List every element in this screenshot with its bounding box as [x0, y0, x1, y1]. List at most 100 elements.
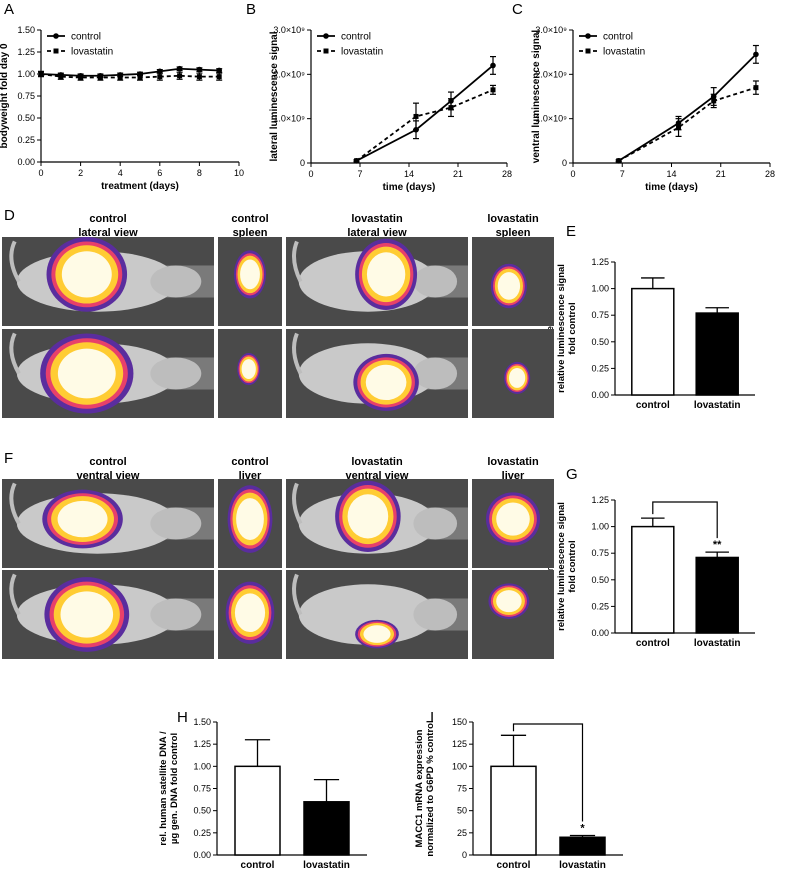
panel-letter-c: C: [512, 1, 523, 18]
x-tick-label: 7: [620, 169, 625, 179]
y-axis-label: ventral luminescence signal: [531, 30, 542, 164]
mouse-tail: [9, 482, 21, 525]
photo-d-1-0: [218, 237, 282, 326]
x-tick-label: 4: [118, 168, 123, 178]
x-tick-label: 28: [765, 169, 775, 179]
y-tick-label: 0.00: [591, 628, 609, 638]
y-tick-label: 0.25: [17, 135, 35, 145]
x-axis-label: time (days): [645, 182, 698, 193]
y-tick-label: 0.50: [591, 337, 609, 347]
y-tick-label: 0: [300, 158, 305, 168]
photo-f-2-0: [286, 479, 468, 568]
y-tick-label: 0: [462, 850, 467, 860]
bar-control: [490, 765, 537, 856]
photo-f-1-1: [218, 570, 282, 659]
y-tick-label: 0: [562, 158, 567, 168]
data-point: [711, 98, 717, 104]
luminescence-core: [496, 502, 530, 536]
photo-caption: control lateral view: [78, 213, 138, 239]
legend-marker: [585, 48, 591, 54]
panel-letter-f: F: [4, 450, 13, 467]
bar-chart-i: 0 25 50 75 100 125 150 control lovastatin * MACC1 …: [414, 717, 623, 871]
photo-caption: lovastatin spleen: [487, 213, 539, 239]
y-tick-label: 1.0×10⁹: [535, 114, 567, 124]
y-tick-label: 100: [452, 761, 467, 771]
mouse-tail: [292, 482, 303, 525]
legend-label: lovastatin: [71, 47, 113, 58]
series-line-lovastatin: [618, 86, 757, 162]
legend-marker: [585, 33, 591, 39]
photo-f-0-0: [2, 479, 214, 568]
mouse-body: [298, 584, 438, 645]
luminescence-core: [347, 494, 389, 539]
data-point: [117, 75, 123, 81]
y-tick-label: 1.00: [591, 284, 609, 294]
luminescence-core: [57, 500, 108, 538]
mouse-tail: [292, 332, 303, 375]
category-label: control: [636, 638, 670, 649]
x-tick-label: 6: [157, 168, 162, 178]
photo-d-1-1: [218, 329, 282, 418]
panel-letter-h: H: [177, 709, 188, 726]
y-tick-label: 1.25: [591, 495, 609, 505]
luminescence-core: [61, 251, 112, 298]
data-point: [676, 125, 682, 131]
mouse-head: [150, 265, 202, 298]
y-tick-label: 0.50: [193, 806, 211, 816]
y-tick-label: 125: [452, 739, 467, 749]
bar-chart-h: 0.00 0.25 0.50 0.75 1.00 1.25 1.50 control lovas…: [158, 717, 367, 871]
y-tick-label: 0.50: [591, 575, 609, 585]
photo-f-2-1: [286, 570, 468, 659]
bar-control: [234, 765, 281, 856]
photo-caption: lovastatin ventral view: [346, 456, 409, 482]
data-point: [176, 65, 183, 72]
y-axis-label: bodyweight fold day 0: [0, 43, 10, 148]
y-tick-label: 1.25: [17, 47, 35, 57]
data-point: [38, 71, 44, 77]
y-tick-label: 1.00: [193, 761, 211, 771]
panel-letter-i: I: [430, 709, 434, 726]
line-chart-c: 0 1.0×10⁹ 2.0×10⁹ 3.0×10⁹ 0 7 14 21 28 time (days…: [531, 25, 775, 193]
legend-marker: [323, 33, 329, 39]
category-label: lovastatin: [694, 400, 741, 411]
y-tick-label: 0.25: [591, 363, 609, 373]
data-point: [58, 74, 64, 80]
y-tick-label: 0.00: [17, 157, 35, 167]
significance-bracket: [652, 501, 718, 539]
data-point: [196, 66, 203, 73]
photo-caption: lovastatin lateral view: [347, 213, 407, 239]
panel-letter-g: G: [566, 466, 578, 483]
photo-d-0-0: [2, 237, 214, 326]
y-tick-label: 25: [457, 828, 467, 838]
photo-f-3-1: [472, 570, 554, 659]
legend-label: lovastatin: [341, 47, 383, 58]
photo-caption: control ventral view: [77, 456, 140, 482]
mouse-head: [413, 598, 458, 631]
data-point: [157, 74, 163, 80]
bar-control: [631, 287, 675, 396]
legend-marker: [323, 48, 329, 54]
category-label: control: [241, 860, 275, 871]
x-tick-label: 21: [453, 169, 463, 179]
y-tick-label: 1.25: [193, 739, 211, 749]
y-tick-label: 0.75: [591, 548, 609, 558]
y-axis-label: lateral luminescence signal: [269, 31, 280, 161]
legend-label: control: [71, 32, 101, 43]
y-axis-label: lateralrelative luminescence signalfold …: [545, 264, 578, 393]
y-tick-label: 2.0×10⁹: [535, 69, 567, 79]
photo-d-3-0: [472, 237, 554, 326]
mouse-head: [413, 265, 458, 298]
y-tick-label: 50: [457, 806, 467, 816]
mouse-tail: [292, 240, 303, 283]
data-point: [413, 113, 419, 119]
data-point: [137, 75, 143, 81]
line-chart-a: 0.00 0.25 0.50 0.75 1.00 1.25 1.50 0 2 4 6 8 10 treat…: [0, 25, 244, 192]
x-tick-label: 7: [357, 169, 362, 179]
y-axis-label: rel. human satellite DNA /µg gen. DNA fo…: [158, 731, 180, 846]
legend-label: control: [341, 32, 371, 43]
y-tick-label: 0.50: [17, 113, 35, 123]
x-axis-label: time (days): [383, 182, 436, 193]
photo-panel-d: control lateral view control spleen lovastat…: [2, 213, 554, 418]
bar-lovastatin: [695, 312, 739, 396]
luminescence-core: [496, 590, 522, 613]
